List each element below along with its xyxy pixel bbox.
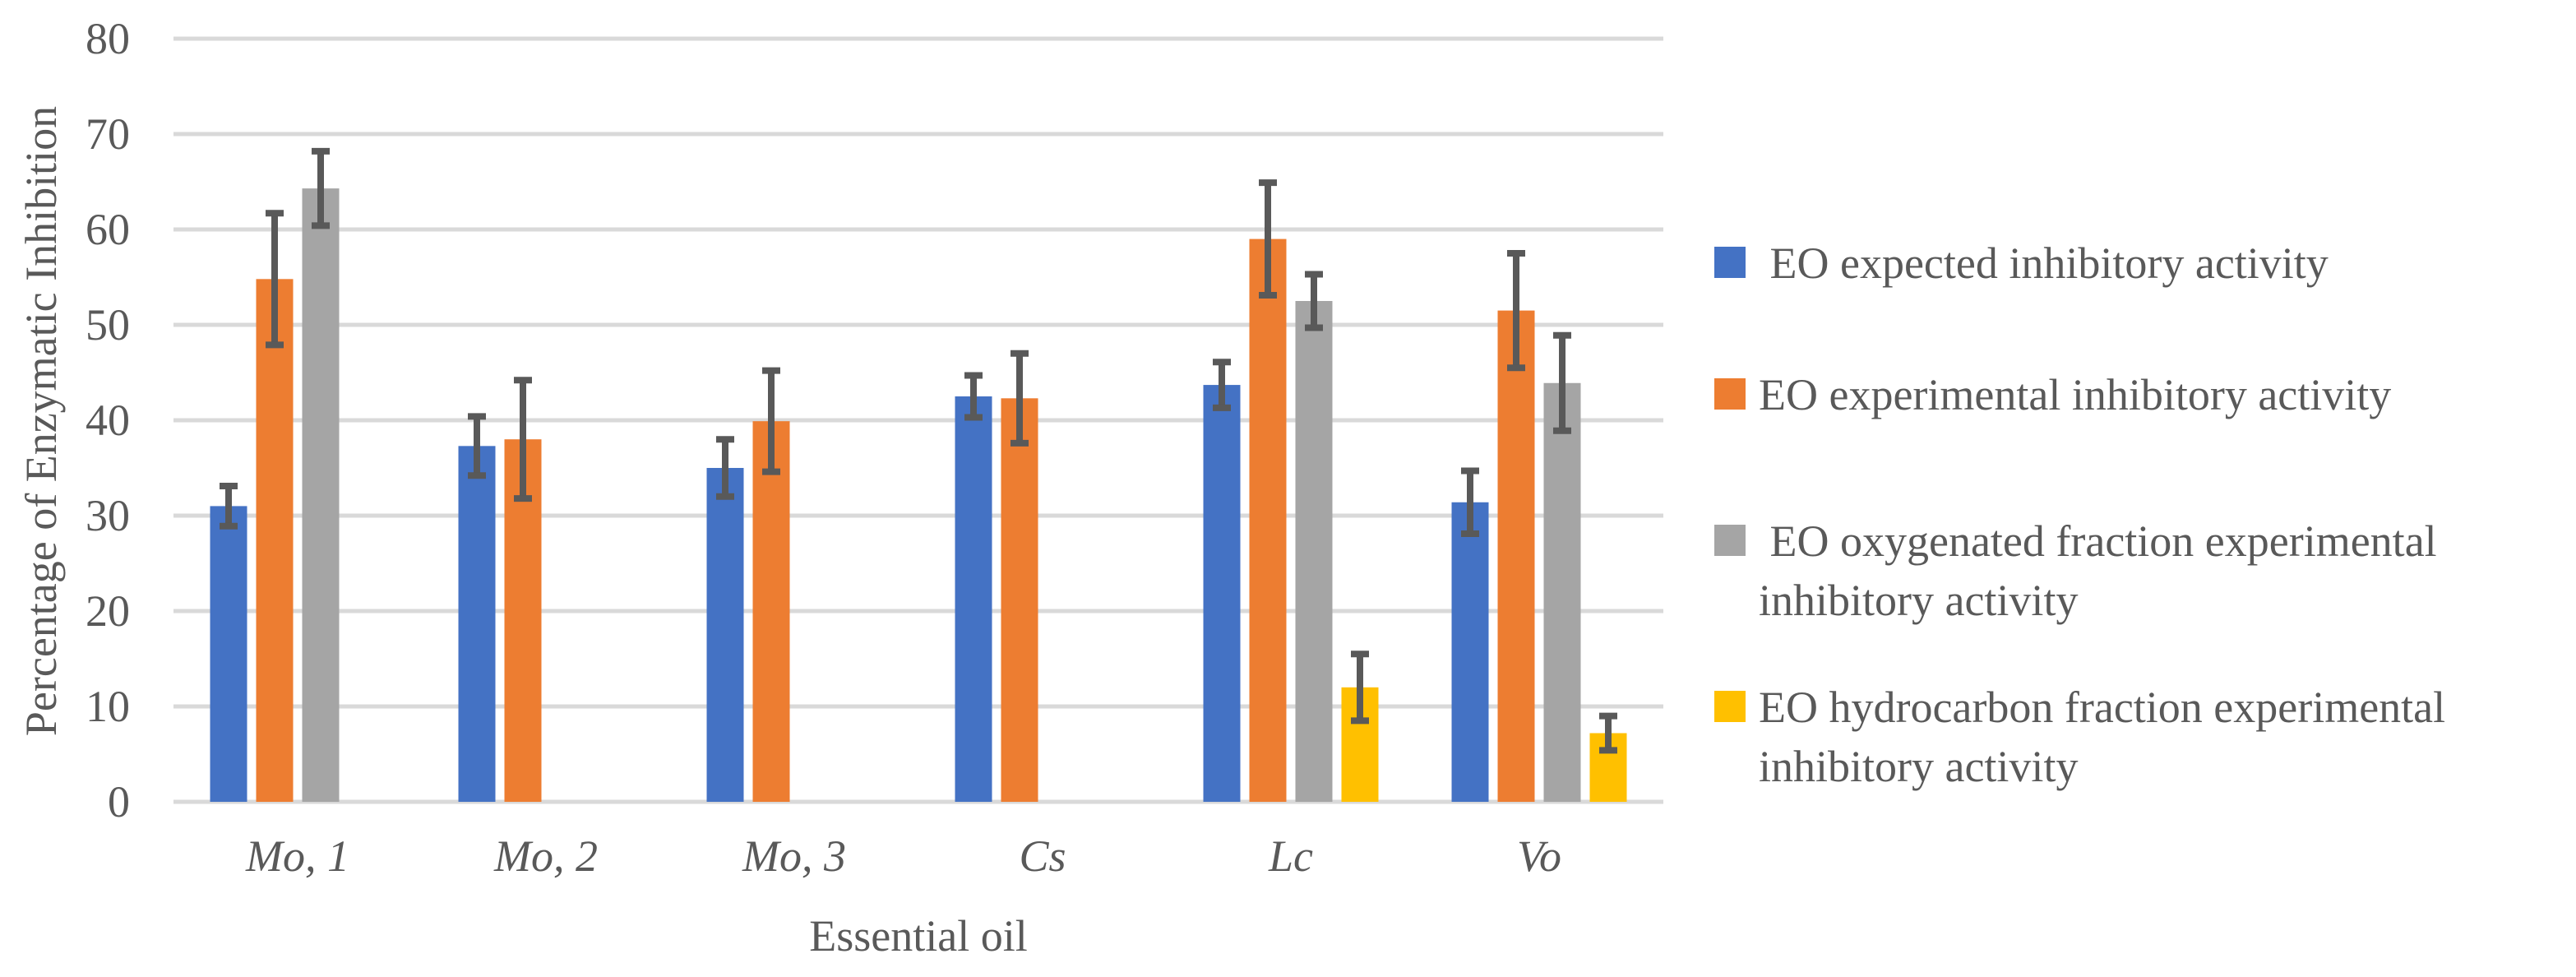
bar-series1-Mo-2 — [458, 446, 496, 802]
legend-item-series4: EO hydrocarbon fraction experimental inh… — [1714, 678, 2576, 796]
bar-series3-Lc — [1295, 301, 1333, 802]
y-tick-label-30: 30 — [86, 491, 130, 540]
legend-swatch-icon — [1714, 247, 1746, 278]
legend-item-series2: EO experimental inhibitory activity — [1714, 365, 2576, 424]
legend-swatch-icon — [1714, 525, 1746, 556]
legend-label: EO expected inhibitory activity — [1759, 238, 2329, 288]
x-tick-label-Lc: Lc — [1269, 831, 1313, 881]
x-tick-label-Mo-1: Mo, 1 — [246, 831, 349, 881]
x-axis-title: Essential oil — [809, 911, 1028, 961]
bar-series2-Cs — [1001, 398, 1038, 802]
y-tick-label-40: 40 — [86, 396, 130, 445]
bar-series2-Vo — [1497, 310, 1535, 803]
bar-series2-Lc — [1249, 238, 1287, 803]
x-tick-label-Cs: Cs — [1019, 831, 1066, 881]
legend-swatch-icon — [1714, 378, 1746, 410]
y-tick-label-70: 70 — [86, 109, 130, 159]
legend-item-series1: EO expected inhibitory activity — [1714, 234, 2576, 293]
x-tick-label-Vo: Vo — [1517, 831, 1561, 881]
bar-series1-Mo-3 — [706, 468, 744, 802]
bar-series1-Vo — [1451, 502, 1489, 802]
y-tick-label-50: 50 — [86, 300, 130, 350]
chart-legend: EO expected inhibitory activity EO experi… — [1714, 234, 2576, 796]
legend-label: EO oxygenated fraction experimental inhi… — [1759, 516, 2449, 625]
bar-series1-Cs — [955, 396, 992, 802]
bar-series2-Mo-1 — [256, 279, 294, 802]
bar-series3-Vo — [1543, 382, 1581, 802]
legend-item-series3: EO oxygenated fraction experimental inhi… — [1714, 512, 2576, 630]
y-tick-label-60: 60 — [86, 205, 130, 254]
x-tick-label-Mo-3: Mo, 3 — [742, 831, 846, 881]
legend-label: EO experimental inhibitory activity — [1759, 370, 2392, 419]
legend-swatch-icon — [1714, 691, 1746, 722]
bar-series2-Mo-3 — [752, 421, 790, 802]
bar-series3-Mo-1 — [302, 188, 340, 802]
legend-label: EO hydrocarbon fraction experimental inh… — [1759, 683, 2457, 791]
y-tick-label-20: 20 — [86, 586, 130, 636]
x-tick-label-Mo-2: Mo, 2 — [494, 831, 598, 881]
y-tick-label-0: 0 — [108, 777, 130, 827]
bar-series1-Lc — [1203, 385, 1241, 802]
y-tick-label-80: 80 — [86, 14, 130, 63]
bar-series1-Mo-1 — [210, 506, 247, 802]
y-tick-label-10: 10 — [86, 682, 130, 731]
